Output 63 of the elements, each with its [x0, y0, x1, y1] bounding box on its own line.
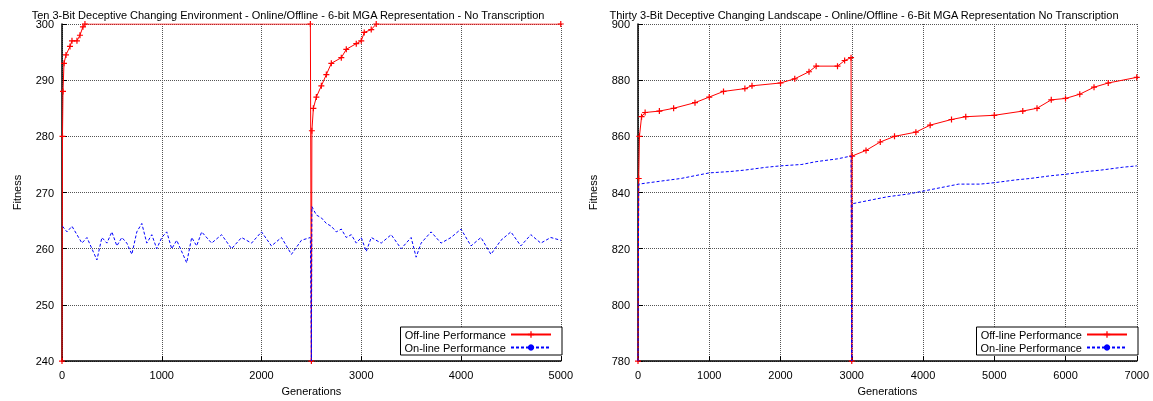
y-tick-label: 800: [611, 298, 630, 311]
x-tick-label: 4000: [910, 368, 936, 381]
legend-label: On-line Performance: [404, 341, 506, 354]
y-tick-label: 250: [35, 298, 54, 311]
y-tick-label: 290: [35, 74, 54, 87]
point: [81, 21, 88, 27]
point: [777, 79, 784, 86]
point: [1105, 79, 1112, 86]
x-axis-title: Generations: [281, 384, 342, 397]
chart-title: Thirty 3-Bit Deceptive Changing Landscape - Online/Offline - 6-Bit MGA Representation No Transcription: [609, 8, 1119, 21]
y-tick-label: 240: [35, 355, 54, 368]
point: [68, 37, 75, 44]
y-tick-label: 300: [35, 18, 54, 30]
y-axis-title: Fitness: [586, 174, 599, 211]
y-tick-label: 860: [611, 130, 630, 143]
x-tick-label: 5000: [548, 368, 574, 381]
point: [877, 138, 884, 145]
chart-title: Ten 3-Bit Deceptive Changing Environment - Online/Offline - 6-bit MGA Representation - No Transcription: [31, 8, 545, 21]
point: [848, 54, 855, 61]
point: [863, 147, 870, 154]
legend-label: Off-line Performance: [980, 328, 1082, 341]
point: [692, 99, 698, 106]
legend-label: On-line Performance: [980, 341, 1082, 354]
x-tick-label: 3000: [349, 368, 374, 381]
point: [313, 94, 320, 101]
legend-label: Off-line Performance: [404, 328, 506, 341]
x-tick-label: 5000: [982, 368, 1007, 381]
point: [66, 43, 73, 50]
x-tick-label: 0: [58, 368, 66, 381]
y-tick-label: 880: [611, 74, 630, 87]
point: [656, 108, 663, 115]
x-axis-title: Generations: [857, 384, 918, 397]
x-tick-label: 4000: [448, 368, 474, 381]
point: [1091, 84, 1098, 91]
y-tick-label: 270: [35, 186, 54, 199]
y-tick-label: 260: [35, 242, 54, 255]
point: [806, 68, 813, 75]
point: [1019, 108, 1026, 115]
y-tick-label: 840: [611, 186, 630, 199]
point: [307, 21, 314, 27]
point: [61, 60, 67, 67]
point: [76, 32, 83, 39]
x-tick-label: 2000: [249, 368, 274, 381]
y-tick-label: 780: [611, 355, 630, 368]
point: [373, 21, 380, 27]
x-tick-label: 3000: [839, 368, 864, 381]
point: [749, 82, 755, 89]
point: [557, 21, 564, 27]
y-tick-label: 900: [611, 18, 630, 30]
y-axis-title: Fitness: [10, 174, 23, 211]
y-tick-label: 820: [611, 242, 630, 255]
x-tick-label: 1000: [697, 368, 722, 381]
point: [60, 88, 66, 95]
point: [73, 37, 80, 44]
x-tick-label: 7000: [1124, 368, 1150, 381]
x-tick-label: 0: [634, 368, 642, 381]
x-tick-label: 6000: [1053, 368, 1078, 381]
point: [1034, 105, 1041, 112]
y-tick-label: 280: [35, 130, 54, 143]
point: [62, 51, 69, 58]
x-tick-label: 1000: [149, 368, 174, 381]
point: [706, 94, 713, 101]
x-tick-label: 2000: [768, 368, 793, 381]
